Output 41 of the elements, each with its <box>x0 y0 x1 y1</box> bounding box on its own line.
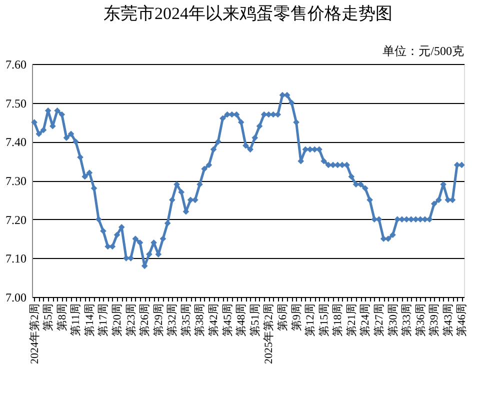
x-tick-label: 第46周 <box>456 304 468 336</box>
x-tick-label: 第39周 <box>428 304 441 336</box>
x-tick-label: 第42周 <box>208 304 220 336</box>
text: 单位：元/500克 <box>382 44 464 58</box>
x-tick-label: 第23周 <box>125 304 138 336</box>
x-tick-label: 第9周 <box>290 304 303 331</box>
x-tick-label: 第29周 <box>152 304 165 336</box>
x-tick-label: 第5周 <box>42 304 55 331</box>
y-tick-label: 7.60 <box>6 58 26 72</box>
y-tick-label: 7.50 <box>6 96 26 110</box>
x-tick-label: 2024年第2周 <box>28 304 41 364</box>
x-tick-label: 第6周 <box>276 304 289 331</box>
x-tick-label: 第35周 <box>180 304 192 336</box>
x-tick-label: 第26周 <box>139 304 152 336</box>
x-tick-label: 第36周 <box>414 304 427 336</box>
chart-title: 东莞市2024年以来鸡蛋零售价格走势图 <box>104 4 392 23</box>
x-tick-label: 第27周 <box>373 304 386 336</box>
x-tick-label: 第15周 <box>318 304 330 336</box>
x-tick-label: 第43周 <box>442 304 454 336</box>
y-tick-label: 7.10 <box>6 252 26 266</box>
x-tick-label: 第51周 <box>249 304 262 336</box>
x-tick-label: 第14周 <box>84 304 96 336</box>
x-tick-label: 第18周 <box>332 304 344 336</box>
x-tick-label: 第48周 <box>236 304 248 336</box>
x-tick-label: 第17周 <box>98 304 110 336</box>
x-tick-label: 第30周 <box>387 304 400 336</box>
x-tick-label: 第45周 <box>222 304 234 336</box>
x-tick-label: 第33周 <box>401 304 414 336</box>
x-tick-label: 第21周 <box>346 304 358 336</box>
x-tick-label: 第20周 <box>112 304 124 336</box>
x-tick-label: 第38周 <box>194 304 206 336</box>
x-tick-label: 2025年第2周 <box>263 304 276 364</box>
y-tick-label: 7.20 <box>6 212 26 227</box>
x-tick-label: 第8周 <box>56 304 68 331</box>
x-tick-label: 第24周 <box>360 304 372 336</box>
y-tick-label: 7.30 <box>6 174 26 188</box>
x-tick-label: 第32周 <box>166 304 179 336</box>
y-tick-label: 7.40 <box>6 135 26 150</box>
x-tick-label: 第11周 <box>70 304 82 336</box>
x-tick-label: 第12周 <box>304 304 317 336</box>
y-tick-label: 7.00 <box>6 290 26 304</box>
